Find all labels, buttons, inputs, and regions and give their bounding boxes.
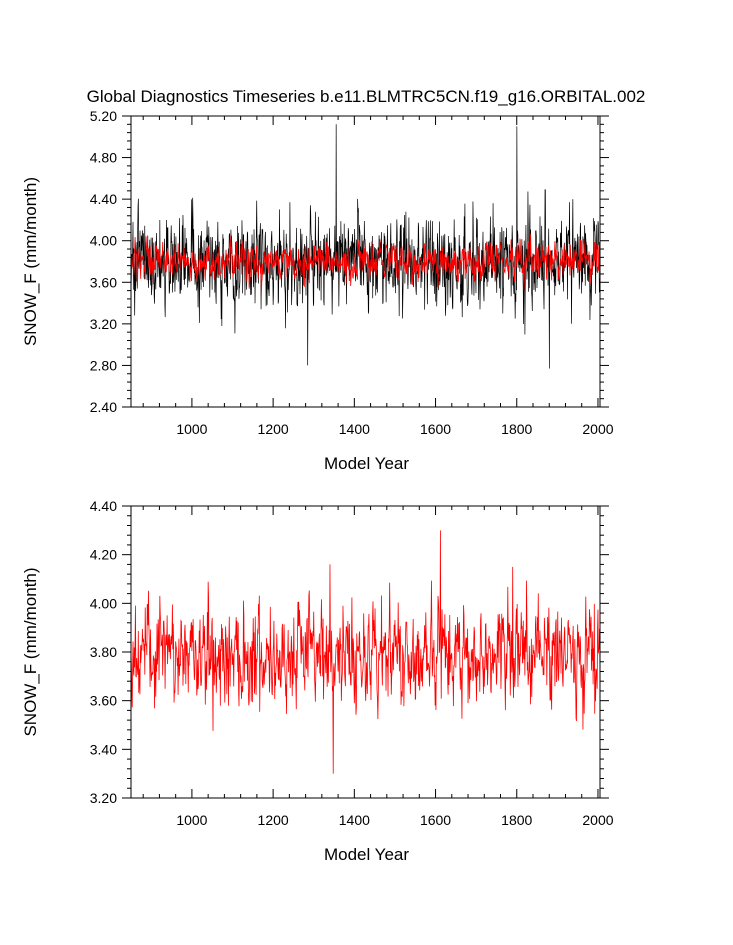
bottom-panel-x-axis-label: Model Year bbox=[324, 845, 409, 864]
top-panel: 1000 1200 1400 1600 1800 2000 2.40 2.80 3.20 3.60… bbox=[21, 108, 614, 473]
top-panel-frame bbox=[130, 115, 601, 408]
x-tick-label: 2000 bbox=[582, 421, 613, 437]
y-tick-label: 3.20 bbox=[90, 316, 117, 332]
top-panel-x-axis-label: Model Year bbox=[324, 454, 409, 473]
y-tick-label: 2.40 bbox=[90, 399, 117, 415]
x-tick-label: 2000 bbox=[582, 812, 613, 828]
y-tick-label: 3.40 bbox=[90, 741, 117, 757]
x-tick-label: 1200 bbox=[258, 812, 289, 828]
bottom-panel: 1000 1200 1400 1600 1800 2000 3.20 3.40 3.60 3.80… bbox=[21, 498, 614, 864]
figure-title: Global Diagnostics Timeseries b.e11.BLMT… bbox=[87, 87, 646, 106]
y-tick-label: 3.80 bbox=[90, 644, 117, 660]
x-tick-label: 1000 bbox=[176, 812, 207, 828]
y-tick-label: 4.40 bbox=[90, 191, 117, 207]
bottom-panel-lines bbox=[130, 530, 601, 774]
top-panel-y-axis-label: SNOW_F (mm/month) bbox=[21, 177, 40, 346]
y-tick-label: 4.00 bbox=[90, 595, 117, 611]
x-tick-label: 1400 bbox=[339, 812, 370, 828]
y-tick-label: 2.80 bbox=[90, 357, 117, 373]
y-tick-label: 5.20 bbox=[90, 108, 117, 124]
bottom-panel-ticks: 1000 1200 1400 1600 1800 2000 3.20 3.40 3.60 3.80… bbox=[90, 498, 614, 828]
y-tick-label: 3.60 bbox=[90, 693, 117, 709]
x-tick-label: 1800 bbox=[501, 812, 532, 828]
y-tick-label: 4.80 bbox=[90, 150, 117, 166]
x-tick-label: 1400 bbox=[339, 421, 370, 437]
y-tick-label: 4.20 bbox=[90, 547, 117, 563]
series-annual bbox=[130, 233, 601, 296]
y-tick-label: 4.00 bbox=[90, 233, 117, 249]
top-panel-lines bbox=[130, 124, 601, 369]
x-tick-label: 1600 bbox=[420, 812, 451, 828]
y-tick-label: 3.60 bbox=[90, 274, 117, 290]
top-panel-ticks: 1000 1200 1400 1600 1800 2000 2.40 2.80 3.20 3.60… bbox=[90, 108, 614, 437]
series-monthly bbox=[130, 124, 601, 369]
x-tick-label: 1600 bbox=[420, 421, 451, 437]
bottom-panel-y-axis-label: SNOW_F (mm/month) bbox=[21, 567, 40, 736]
x-tick-label: 1000 bbox=[176, 421, 207, 437]
x-tick-label: 1800 bbox=[501, 421, 532, 437]
x-tick-label: 1200 bbox=[258, 421, 289, 437]
series-annual bbox=[130, 530, 601, 774]
y-tick-label: 3.20 bbox=[90, 790, 117, 806]
y-tick-label: 4.40 bbox=[90, 498, 117, 514]
bottom-panel-frame bbox=[130, 505, 601, 799]
